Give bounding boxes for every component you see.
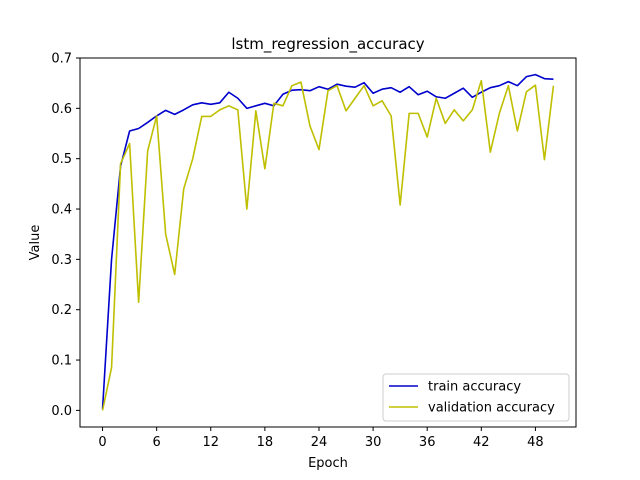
- x-tick-label: 36: [419, 435, 436, 450]
- x-tick-label: 6: [153, 435, 161, 450]
- x-tick-label: 24: [311, 435, 328, 450]
- y-tick-label: 0.4: [51, 203, 72, 218]
- x-tick-label: 48: [527, 435, 544, 450]
- legend-box: [382, 373, 570, 422]
- series-line-validation-accuracy: [101, 79, 555, 411]
- y-tick-label: 0.5: [51, 152, 72, 167]
- y-tick-label: 0.3: [51, 253, 72, 268]
- x-axis: 0 6 12 18 24 30 36 42 48: [98, 427, 544, 450]
- y-tick-label: 0.0: [51, 404, 72, 419]
- legend-label: train accuracy: [428, 380, 521, 395]
- y-tick-label: 0.6: [51, 102, 72, 117]
- x-tick-label: 42: [473, 435, 490, 450]
- series-line-train-accuracy: [101, 73, 554, 409]
- y-axis: 0.0 0.1 0.2 0.3 0.4 0.5 0.6 0.7: [51, 52, 80, 419]
- x-tick-label: 0: [98, 435, 106, 450]
- x-tick-label: 30: [365, 435, 382, 450]
- legend-label: validation accuracy: [428, 401, 555, 416]
- x-axis-label: Epoch: [308, 456, 348, 471]
- plot-frame: [79, 57, 577, 428]
- y-tick-label: 0.1: [51, 354, 72, 369]
- y-tick-label: 0.2: [51, 303, 72, 318]
- legend: train accuracy validation accuracy: [382, 373, 570, 422]
- chart-title: lstm_regression_accuracy: [231, 35, 424, 54]
- y-axis-label: Value: [28, 225, 43, 261]
- y-tick-label: 0.7: [51, 52, 72, 67]
- x-tick-label: 18: [257, 435, 274, 450]
- plot-lines: [101, 73, 555, 411]
- x-tick-label: 12: [202, 435, 219, 450]
